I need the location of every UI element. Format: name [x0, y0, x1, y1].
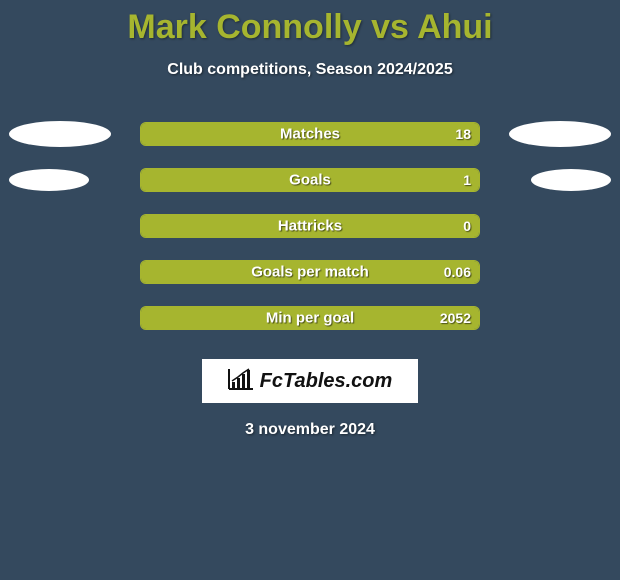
stat-bar: Matches18 — [140, 122, 480, 146]
stat-bar: Goals per match0.06 — [140, 260, 480, 284]
stat-row: Goals per match0.06 — [0, 249, 620, 295]
chart-icon — [228, 368, 254, 395]
logo-box: FcTables.com — [202, 359, 418, 403]
stat-bar: Hattricks0 — [140, 214, 480, 238]
stat-bar: Min per goal2052 — [140, 306, 480, 330]
stat-value: 2052 — [440, 310, 471, 326]
stat-value: 0 — [463, 218, 471, 234]
left-ellipse — [9, 169, 89, 191]
stat-row: Hattricks0 — [0, 203, 620, 249]
stat-row: Goals1 — [0, 157, 620, 203]
stat-row: Min per goal2052 — [0, 295, 620, 341]
stat-value: 1 — [463, 172, 471, 188]
stat-label: Matches — [141, 126, 479, 143]
stat-bar: Goals1 — [140, 168, 480, 192]
right-ellipse — [531, 169, 611, 191]
left-ellipse — [9, 121, 111, 147]
stat-rows-container: Matches18 Goals1 Hattricks0 Goals per match… — [0, 111, 620, 341]
stat-label: Goals — [141, 172, 479, 189]
stat-label: Min per goal — [141, 310, 479, 327]
date-text: 3 november 2024 — [0, 421, 620, 439]
logo-text: FcTables.com — [260, 370, 393, 393]
stat-value: 0.06 — [444, 264, 471, 280]
stat-row: Matches18 — [0, 111, 620, 157]
stat-value: 18 — [455, 126, 471, 142]
right-ellipse — [509, 121, 611, 147]
stat-label: Goals per match — [141, 264, 479, 281]
page-title: Mark Connolly vs Ahui — [0, 0, 620, 47]
subtitle: Club competitions, Season 2024/2025 — [0, 61, 620, 79]
stat-label: Hattricks — [141, 218, 479, 235]
